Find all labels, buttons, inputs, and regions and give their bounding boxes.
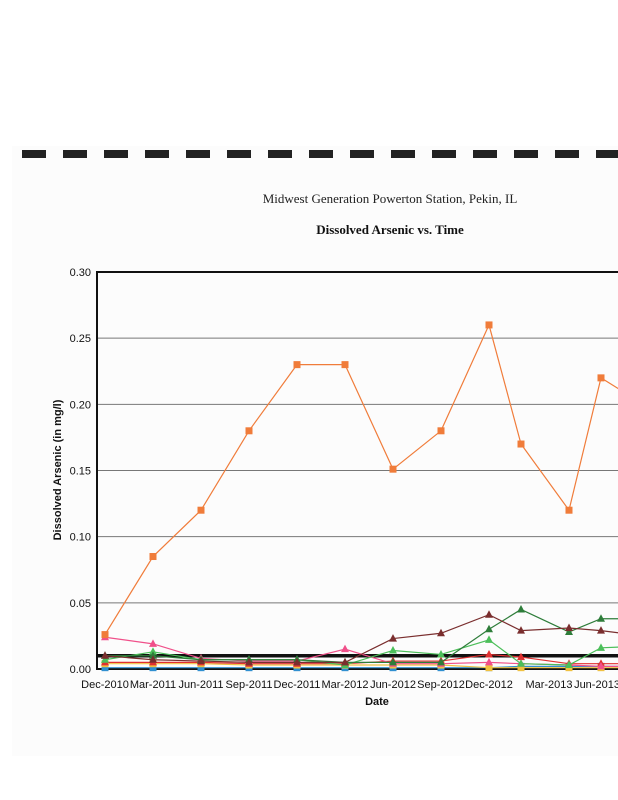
x-tick-label: Jun-2012 bbox=[370, 679, 416, 691]
data-point-brown bbox=[245, 657, 253, 666]
data-point-brown bbox=[389, 634, 397, 642]
x-tick-label: Sep-2011 bbox=[226, 679, 273, 691]
data-point-dark-green bbox=[149, 651, 157, 659]
data-point-orange bbox=[101, 631, 109, 639]
data-point-blue bbox=[197, 664, 205, 672]
x-axis-label: Date bbox=[365, 696, 389, 708]
data-point-light-green bbox=[437, 649, 445, 658]
data-point-light-green bbox=[101, 655, 109, 663]
data-point-brown bbox=[565, 623, 573, 631]
x-tick-label: Mar-2011 bbox=[130, 679, 176, 691]
data-point-light-green bbox=[389, 645, 397, 654]
data-point-orange bbox=[341, 361, 349, 369]
data-point-brown bbox=[437, 628, 445, 637]
data-point-brown bbox=[293, 657, 301, 666]
data-point-brown bbox=[341, 657, 349, 666]
data-point-pink bbox=[485, 657, 493, 666]
y-tick-label: 0.15 bbox=[70, 466, 91, 478]
x-tick-label: Jun-2013 bbox=[574, 679, 618, 691]
data-point-light-green bbox=[565, 660, 573, 669]
data-point-yellow bbox=[517, 664, 525, 672]
data-point-orange bbox=[293, 361, 301, 369]
data-point-blue bbox=[101, 664, 109, 672]
y-tick-label: 0.20 bbox=[70, 399, 91, 411]
x-tick-label: Jun-2011 bbox=[178, 679, 223, 691]
data-point-red bbox=[485, 649, 493, 658]
data-point-dark-green bbox=[565, 627, 573, 635]
data-point-brown bbox=[101, 651, 109, 659]
y-tick-label: 0.00 bbox=[70, 664, 91, 676]
x-tick-label: Mar-2012 bbox=[321, 679, 368, 691]
data-point-brown bbox=[597, 626, 605, 634]
x-tick-label: Dec-2010 bbox=[81, 679, 129, 691]
data-point-pink bbox=[149, 639, 157, 647]
data-point-orange bbox=[597, 374, 605, 382]
y-axis-label: Dissolved Arsenic (in mg/l) bbox=[52, 399, 64, 540]
data-point-orange bbox=[197, 506, 205, 514]
plot-border bbox=[96, 271, 618, 670]
chart-title: Dissolved Arsenic vs. Time bbox=[316, 222, 464, 237]
data-point-brown bbox=[485, 610, 493, 618]
data-point-dark-green bbox=[485, 624, 493, 633]
dashed-border bbox=[22, 150, 618, 158]
data-point-red bbox=[517, 652, 525, 661]
y-tick-label: 0.10 bbox=[70, 532, 91, 544]
data-point-light-green bbox=[517, 659, 525, 667]
x-tick-label: Mar-2013 bbox=[525, 679, 572, 691]
data-point-orange bbox=[149, 553, 157, 561]
data-point-brown bbox=[517, 626, 525, 634]
data-point-light-green bbox=[485, 635, 493, 643]
y-tick-label: 0.25 bbox=[70, 333, 91, 345]
data-point-orange bbox=[245, 427, 253, 435]
data-point-pink bbox=[597, 661, 605, 670]
data-point-light-green bbox=[597, 643, 605, 651]
data-point-dark-green bbox=[597, 614, 605, 622]
data-point-dark-green bbox=[517, 604, 525, 613]
data-point-brown bbox=[197, 656, 205, 665]
chart-subtitle: Midwest Generation Powerton Station, Pek… bbox=[262, 191, 518, 206]
x-tick-label: Sep-2012 bbox=[417, 679, 465, 691]
data-point-orange bbox=[517, 440, 525, 448]
x-tick-label: Dec-2011 bbox=[274, 679, 321, 691]
data-point-yellow bbox=[485, 664, 493, 672]
y-tick-label: 0.05 bbox=[70, 598, 91, 610]
data-point-brown bbox=[149, 655, 157, 663]
series-line-orange bbox=[104, 323, 618, 635]
data-point-dark-green bbox=[437, 657, 445, 666]
data-point-dark-green bbox=[389, 657, 397, 666]
y-tick-label: 0.30 bbox=[70, 267, 91, 279]
data-point-light-green bbox=[149, 647, 157, 655]
data-point-orange bbox=[485, 321, 493, 329]
data-point-orange bbox=[437, 427, 445, 435]
x-tick-label: Dec-2012 bbox=[465, 679, 513, 691]
data-point-blue bbox=[149, 664, 157, 672]
data-point-orange bbox=[565, 506, 573, 514]
data-point-pink bbox=[341, 644, 349, 653]
data-point-orange bbox=[389, 465, 397, 473]
